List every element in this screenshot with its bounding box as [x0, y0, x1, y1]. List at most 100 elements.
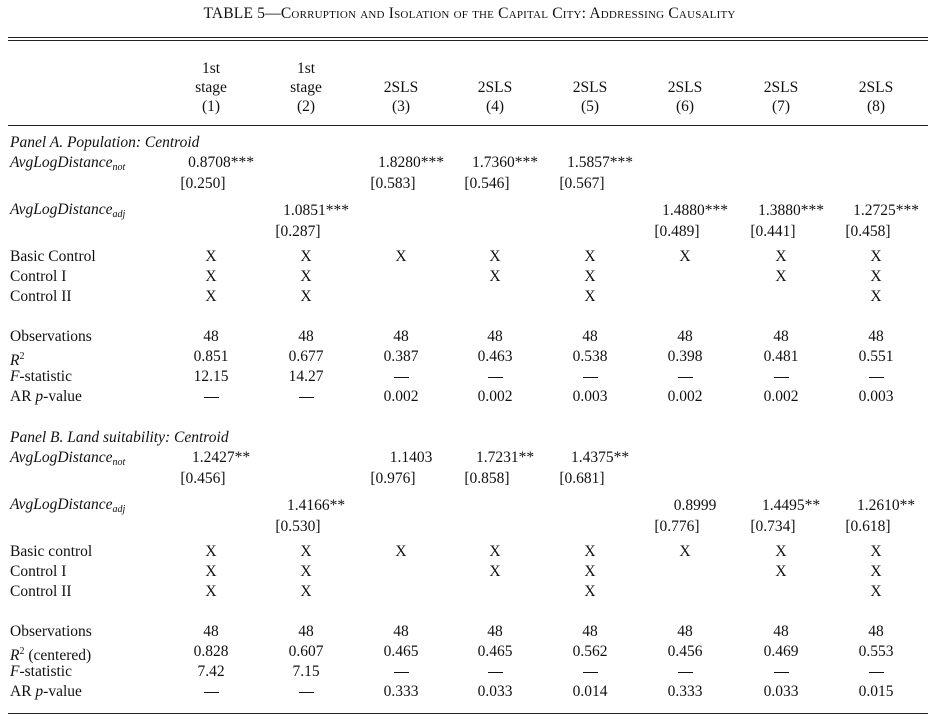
var-label-not: AvgLogDistancenot: [10, 154, 126, 173]
stat-value-col6: 0.456: [667, 643, 703, 660]
stat-value-col1: 0.851: [193, 348, 229, 365]
stat-value-col7: 0.033: [763, 683, 799, 700]
control-mark-col5: X: [584, 583, 596, 600]
column-header-line: 2SLS: [858, 79, 894, 96]
column-header-2: 1st stage (2): [290, 59, 322, 116]
control-mark-col1: X: [205, 563, 217, 580]
stat-value-col4: [487, 377, 503, 378]
control-mark-col7: X: [775, 543, 787, 560]
column-header-6: 2SLS (6): [668, 78, 702, 116]
stat-label: F-statistic: [10, 368, 72, 385]
var-label-adj: AvgLogDistanceadj: [10, 201, 126, 220]
stat-value-col2: 48: [298, 328, 314, 345]
control-label: Basic control: [10, 543, 93, 560]
control-mark-col4: X: [489, 248, 501, 265]
se-adj-col8: [0.618]: [845, 518, 891, 535]
stat-value-col7: 0.002: [763, 388, 799, 405]
column-header-line: (3): [391, 98, 411, 115]
stat-value-col3: [393, 377, 409, 378]
stat-value-col5: 0.562: [572, 643, 608, 660]
stat-value-col8: [868, 672, 884, 673]
coef-adj-col6: 0.8999: [673, 497, 717, 514]
stat-value-col3: [393, 672, 409, 673]
se-not-col5: [0.567]: [559, 175, 605, 192]
coef-not-col3: 1.8280***: [378, 154, 444, 171]
stat-value-col2: 7.15: [292, 663, 320, 680]
stat-value-col6: 48: [677, 328, 693, 345]
top-rule-1: [8, 37, 928, 38]
stat-value-col6: 0.398: [667, 348, 703, 365]
stat-value-col8: 0.551: [858, 348, 894, 365]
panel-heading: Panel A. Population: Centroid: [10, 134, 200, 151]
column-header-line: (2): [296, 98, 316, 115]
stat-label: Observations: [10, 623, 92, 640]
se-adj-col6: [0.489]: [654, 223, 700, 240]
control-mark-col4: X: [489, 268, 501, 285]
control-mark-col7: X: [775, 563, 787, 580]
column-header-5: 2SLS (5): [573, 78, 607, 116]
control-mark-col5: X: [584, 248, 596, 265]
coef-not-col1: 1.2427**: [191, 449, 251, 466]
column-header-3: 2SLS (3): [384, 78, 418, 116]
control-mark-col8: X: [870, 563, 882, 580]
stat-value-col3: 48: [393, 623, 409, 640]
column-header-line: stage: [195, 79, 227, 96]
coef-adj-col2: 1.4166**: [286, 497, 346, 514]
control-label: Control I: [10, 268, 67, 285]
control-label: Control II: [10, 288, 72, 305]
se-not-col3: [0.976]: [370, 470, 416, 487]
stat-value-col1: 48: [203, 328, 219, 345]
stat-value-col2: [298, 397, 314, 398]
control-mark-col8: X: [870, 268, 882, 285]
coef-not-col3: 1.1403: [389, 449, 433, 466]
stat-value-col7: [773, 672, 789, 673]
stat-value-col2: 0.677: [288, 348, 324, 365]
column-header-line: 2SLS: [572, 79, 608, 96]
column-header-line: 2SLS: [383, 79, 419, 96]
control-mark-col5: X: [584, 563, 596, 580]
table-caption: —Corruption and Isolation of the Capital…: [265, 5, 736, 22]
stat-value-col5: 0.003: [572, 388, 608, 405]
control-mark-col7: X: [775, 268, 787, 285]
column-header-4: 2SLS (4): [478, 78, 512, 116]
stat-value-col1: 7.42: [197, 663, 225, 680]
coef-adj-col6: 1.4880***: [662, 202, 728, 219]
table-title: TABLE 5—Corruption and Isolation of the …: [0, 5, 939, 23]
stat-value-col7: [773, 377, 789, 378]
coef-adj-col8: 1.2610**: [856, 497, 916, 514]
coef-adj-col7: 1.4495**: [761, 497, 821, 514]
stat-value-col5: 0.538: [572, 348, 608, 365]
stat-value-col2: [298, 692, 314, 693]
stat-value-col4: 0.002: [477, 388, 513, 405]
stat-value-col1: 0.828: [193, 643, 229, 660]
stat-value-col4: 48: [487, 328, 503, 345]
stat-value-col7: 48: [773, 623, 789, 640]
se-not-col5: [0.681]: [559, 470, 605, 487]
control-mark-col8: X: [870, 583, 882, 600]
var-label-adj: AvgLogDistanceadj: [10, 496, 126, 515]
control-mark-col2: X: [300, 563, 312, 580]
se-adj-col8: [0.458]: [845, 223, 891, 240]
stat-value-col5: 48: [582, 328, 598, 345]
column-header-line: stage: [290, 79, 322, 96]
stat-value-col4: 48: [487, 623, 503, 640]
control-mark-col5: X: [584, 288, 596, 305]
stat-label: AR p-value: [10, 683, 82, 700]
stat-value-col6: [677, 672, 693, 673]
coef-not-col4: 1.7360***: [472, 154, 538, 171]
coef-not-col5: 1.4375**: [570, 449, 630, 466]
stat-value-col5: 48: [582, 623, 598, 640]
column-header-1: 1st stage (1): [195, 59, 227, 116]
stat-value-col1: 48: [203, 623, 219, 640]
column-header-line: (4): [485, 98, 505, 115]
stat-value-col4: 0.465: [477, 643, 513, 660]
stat-value-col8: 48: [868, 623, 884, 640]
control-mark-col6: X: [679, 543, 691, 560]
stat-value-col3: 0.387: [383, 348, 419, 365]
control-mark-col6: X: [679, 248, 691, 265]
table-number: TABLE 5: [203, 5, 266, 22]
stat-value-col4: 0.033: [477, 683, 513, 700]
column-header-8: 2SLS (8): [859, 78, 893, 116]
control-mark-col1: X: [205, 583, 217, 600]
column-header-line: 1st: [296, 60, 316, 77]
